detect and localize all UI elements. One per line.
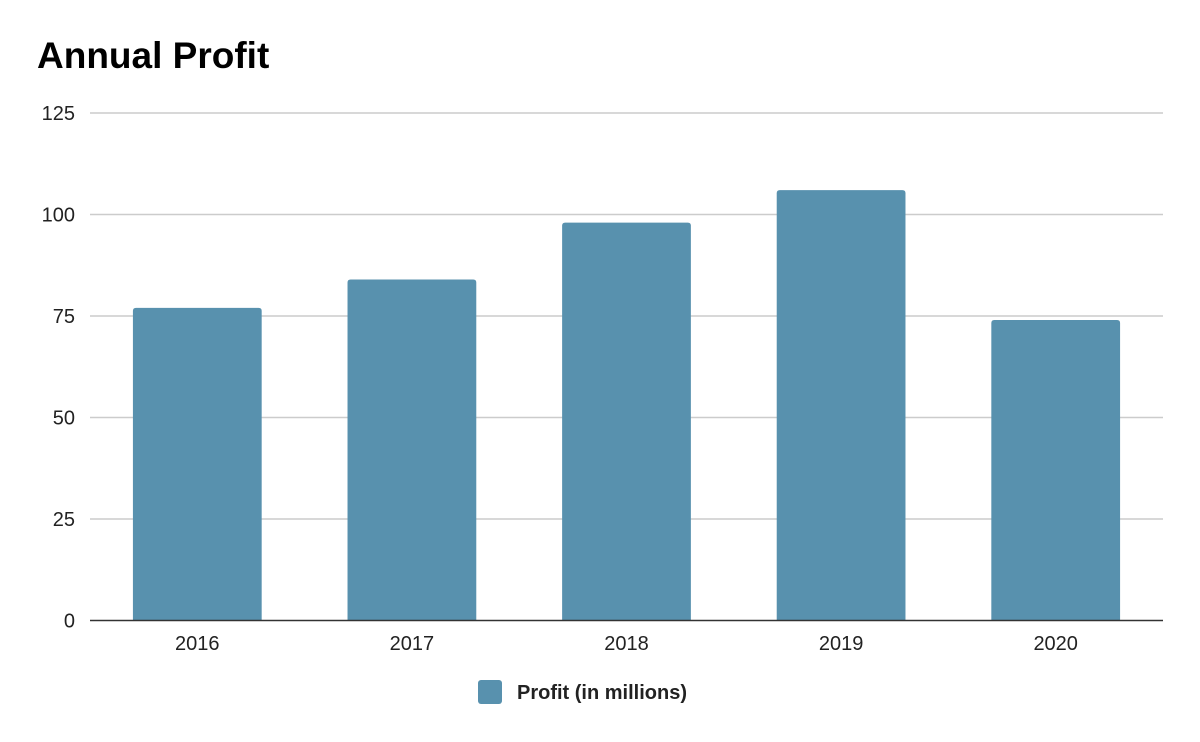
x-tick-label: 2018: [604, 633, 649, 655]
bar-2017[interactable]: [347, 279, 477, 621]
legend-swatch: [478, 680, 502, 704]
y-axis-ticks: 0 25 50 75 100 125: [42, 103, 75, 633]
bar-2020[interactable]: [991, 320, 1121, 621]
chart-title: Annual Profit: [37, 35, 269, 76]
y-tick-label: 75: [53, 306, 75, 328]
y-tick-label: 50: [53, 408, 75, 430]
y-tick-label: 100: [42, 205, 75, 227]
y-tick-label: 125: [42, 103, 75, 125]
x-axis-ticks: 2016 2017 2018 2019 2020: [175, 633, 1078, 655]
y-tick-label: 0: [64, 611, 75, 633]
y-tick-label: 25: [53, 509, 75, 531]
bars: [132, 190, 1121, 621]
bar-2018[interactable]: [562, 222, 691, 621]
bar-2016[interactable]: [132, 307, 262, 621]
x-tick-label: 2020: [1033, 633, 1078, 655]
x-tick-label: 2017: [390, 633, 435, 655]
bar-2019[interactable]: [776, 190, 906, 621]
x-tick-label: 2016: [175, 633, 220, 655]
legend[interactable]: Profit (in millions): [478, 680, 687, 704]
x-tick-label: 2019: [819, 633, 864, 655]
legend-label: Profit (in millions): [517, 682, 687, 704]
